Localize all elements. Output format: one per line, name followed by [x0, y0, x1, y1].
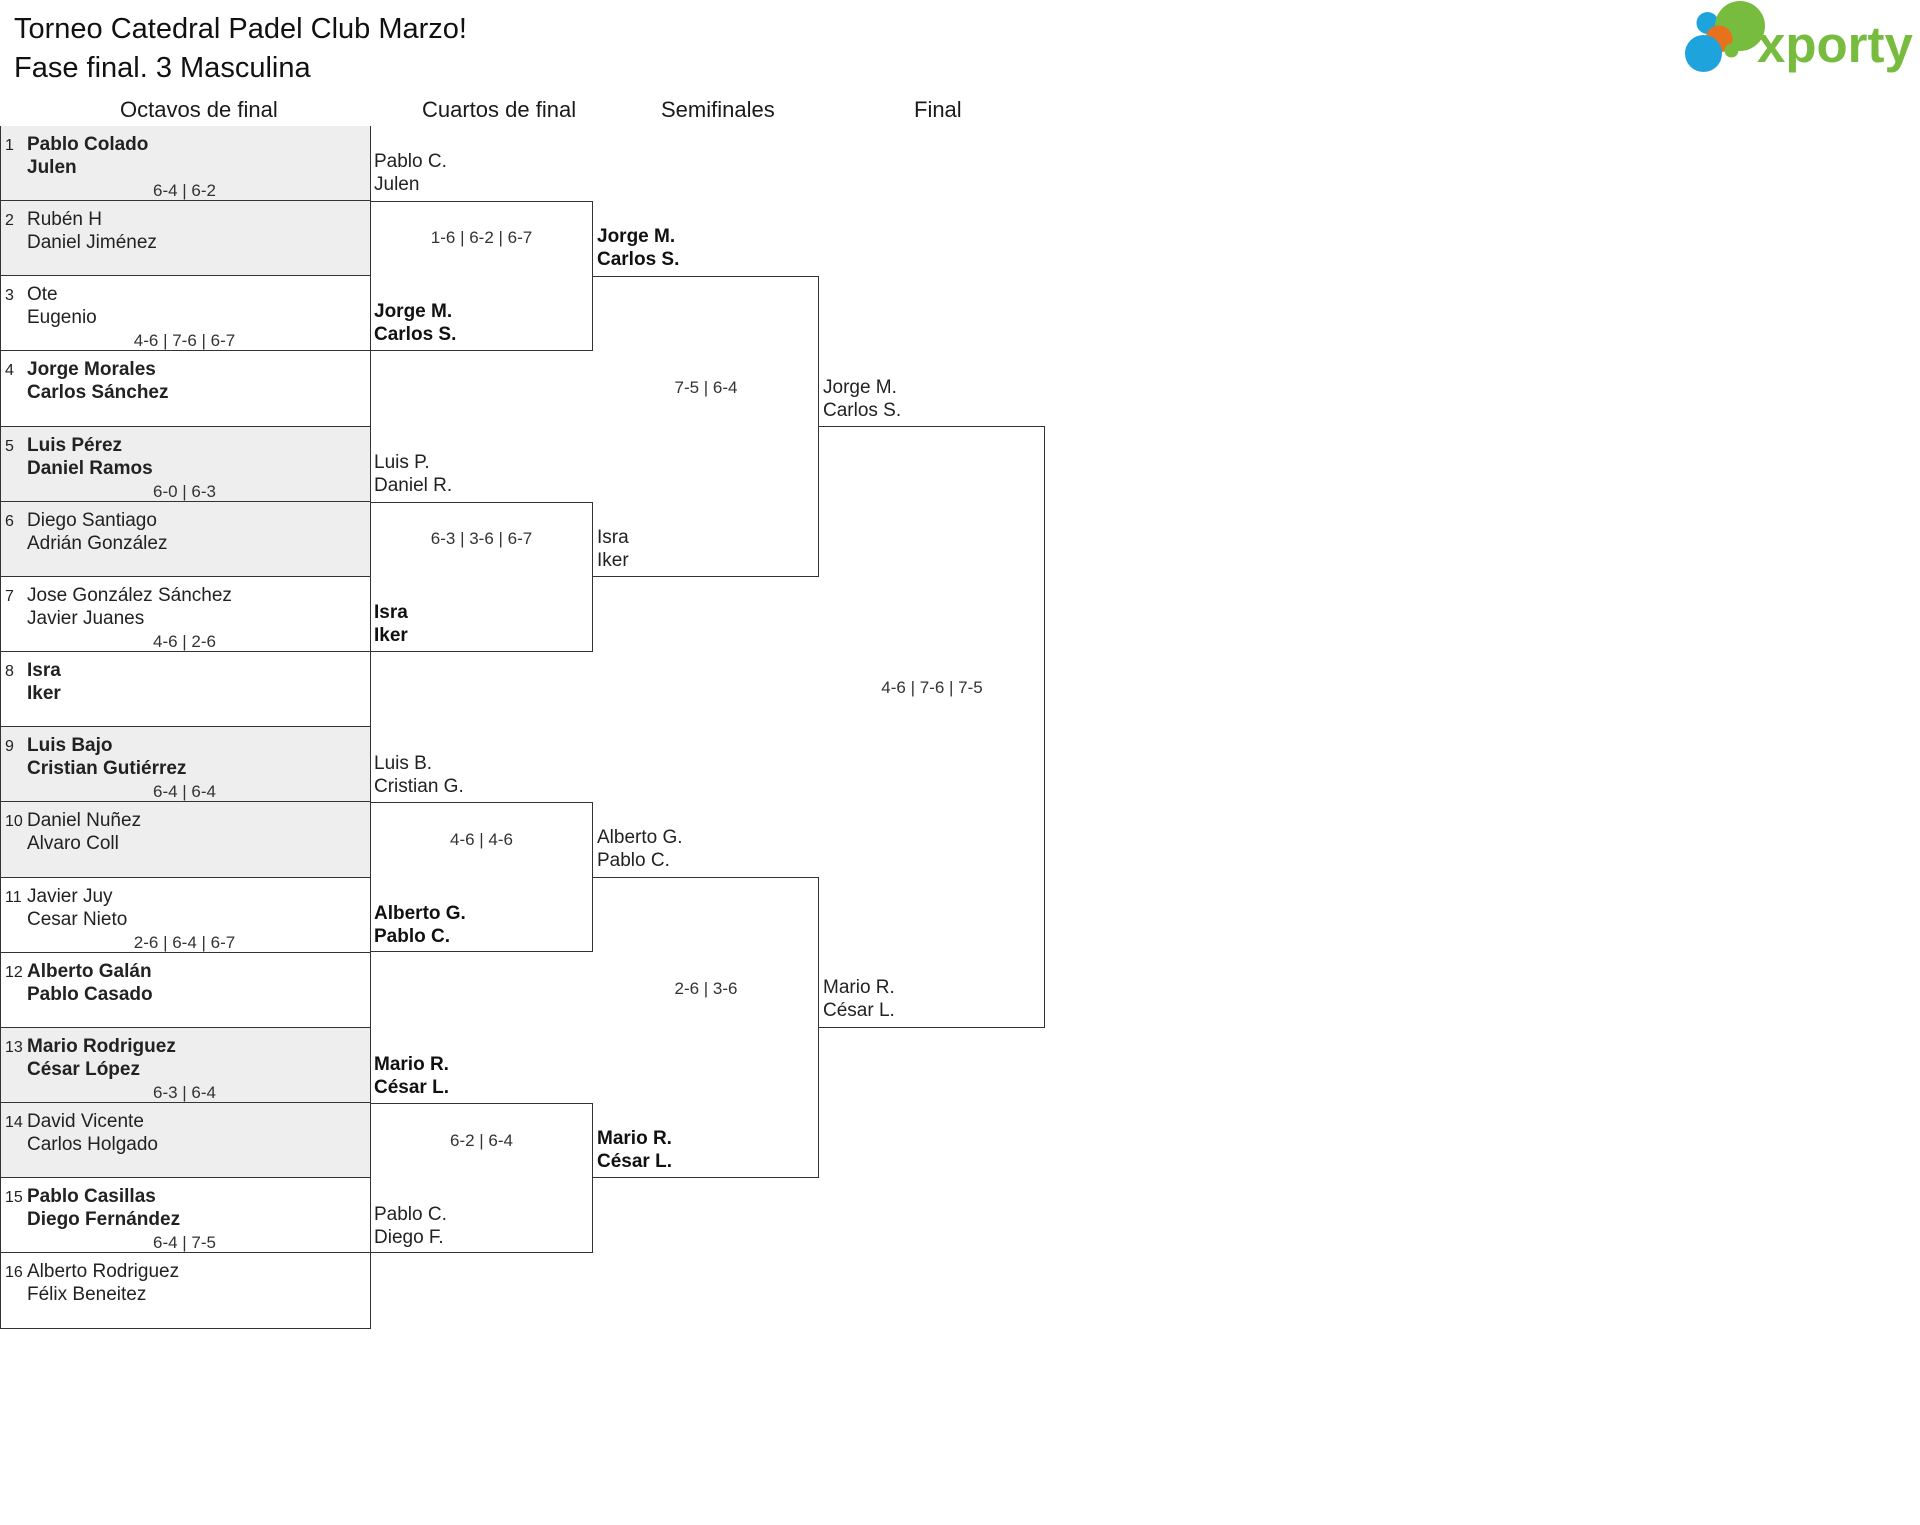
- svg-text:xporty: xporty: [1757, 16, 1914, 73]
